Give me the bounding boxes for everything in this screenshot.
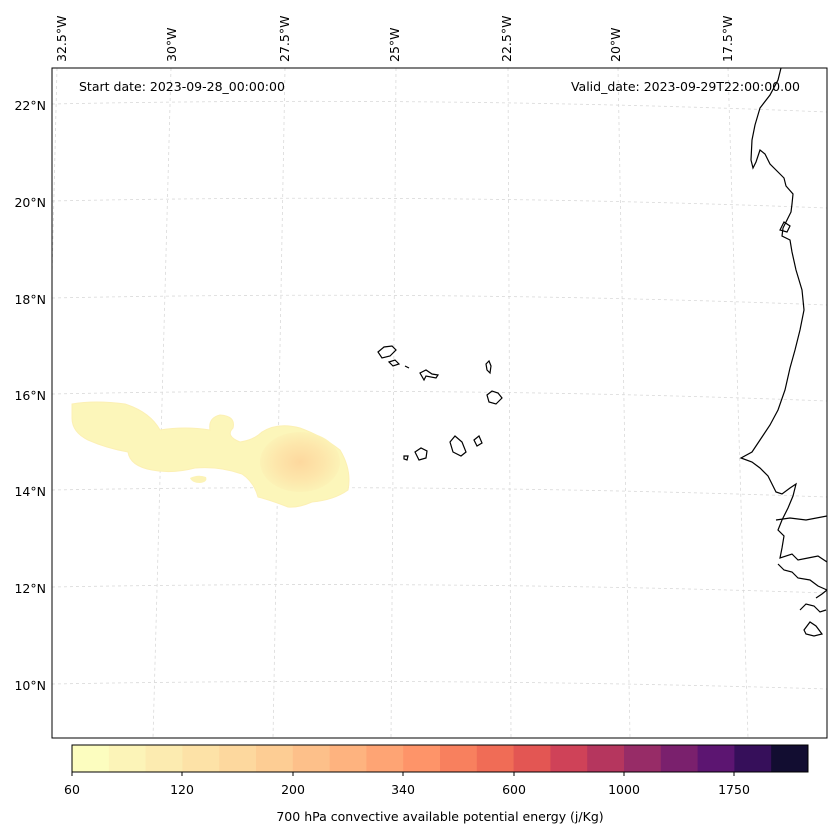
cbar-tick-60: 60 bbox=[64, 782, 80, 797]
colorbar-swatch bbox=[771, 745, 809, 772]
cbar-tick-600: 600 bbox=[502, 782, 526, 797]
colorbar-swatch bbox=[366, 745, 404, 772]
lon-label-32-5w: 32.5°W bbox=[54, 16, 69, 62]
lat-label-10n: 10°N bbox=[14, 678, 46, 693]
colorbar-frame bbox=[71, 744, 809, 773]
colorbar-swatch bbox=[587, 745, 625, 772]
lat-label-12n: 12°N bbox=[14, 581, 46, 596]
lon-label-27-5w: 27.5°W bbox=[277, 16, 292, 62]
lat-label-22n: 22°N bbox=[14, 98, 46, 113]
start-date-label: Start date: 2023-09-28_00:00:00 bbox=[79, 79, 285, 94]
colorbar-swatch bbox=[329, 745, 367, 772]
colorbar-swatch bbox=[403, 745, 441, 772]
lon-label-17-5w: 17.5°W bbox=[720, 16, 735, 62]
cbar-tick-1750: 1750 bbox=[718, 782, 750, 797]
colorbar-swatch bbox=[182, 745, 220, 772]
colorbar-swatch bbox=[145, 745, 183, 772]
lon-label-22-5w: 22.5°W bbox=[499, 16, 514, 62]
colorbar-swatch bbox=[440, 745, 478, 772]
colorbar-swatch bbox=[292, 745, 331, 772]
lat-label-16n: 16°N bbox=[14, 388, 46, 403]
gridlines bbox=[52, 68, 827, 738]
latitude-labels: 22°N 20°N 18°N 16°N 14°N 12°N 10°N bbox=[14, 98, 46, 693]
west-african-coastline bbox=[739, 68, 827, 637]
colorbar-swatch bbox=[108, 745, 147, 772]
cabo-verde-islands bbox=[377, 345, 503, 461]
colorbar-swatch bbox=[513, 745, 551, 772]
cbar-tick-200: 200 bbox=[281, 782, 305, 797]
colorbar-swatch bbox=[734, 745, 772, 772]
lon-label-25w: 25°W bbox=[387, 27, 402, 62]
lon-label-20w: 20°W bbox=[608, 27, 623, 62]
map-panel: Start date: 2023-09-28_00:00:00 Valid_da… bbox=[52, 68, 827, 738]
colorbar-ticks bbox=[71, 772, 735, 776]
valid-date-label: Valid_date: 2023-09-29T22:00:00.00 bbox=[571, 79, 800, 94]
colorbar-swatch bbox=[660, 745, 699, 772]
cbar-tick-120: 120 bbox=[170, 782, 194, 797]
cbar-tick-1000: 1000 bbox=[608, 782, 640, 797]
colorbar-label: 700 hPa convective available potential e… bbox=[276, 809, 603, 824]
colorbar-swatch bbox=[256, 745, 294, 772]
longitude-labels: 32.5°W 30°W 27.5°W 25°W 22.5°W 20°W 17.5… bbox=[54, 16, 735, 62]
colorbar-swatch bbox=[550, 745, 588, 772]
lat-label-18n: 18°N bbox=[14, 292, 46, 307]
lat-label-14n: 14°N bbox=[14, 484, 46, 499]
colorbar-swatch bbox=[219, 745, 257, 772]
cbar-tick-340: 340 bbox=[391, 782, 415, 797]
colorbar: 60 120 200 340 600 1000 1750 700 hPa con… bbox=[64, 744, 809, 824]
colorbar-tick-labels: 60 120 200 340 600 1000 1750 bbox=[64, 782, 750, 797]
colorbar-swatches bbox=[72, 745, 809, 772]
colorbar-swatch bbox=[697, 745, 735, 772]
lat-label-20n: 20°N bbox=[14, 195, 46, 210]
colorbar-swatch bbox=[72, 745, 110, 772]
cape-field bbox=[71, 401, 350, 508]
lon-label-30w: 30°W bbox=[164, 27, 179, 62]
colorbar-swatch bbox=[476, 745, 515, 772]
map-frame bbox=[51, 67, 828, 739]
colorbar-swatch bbox=[624, 745, 662, 772]
